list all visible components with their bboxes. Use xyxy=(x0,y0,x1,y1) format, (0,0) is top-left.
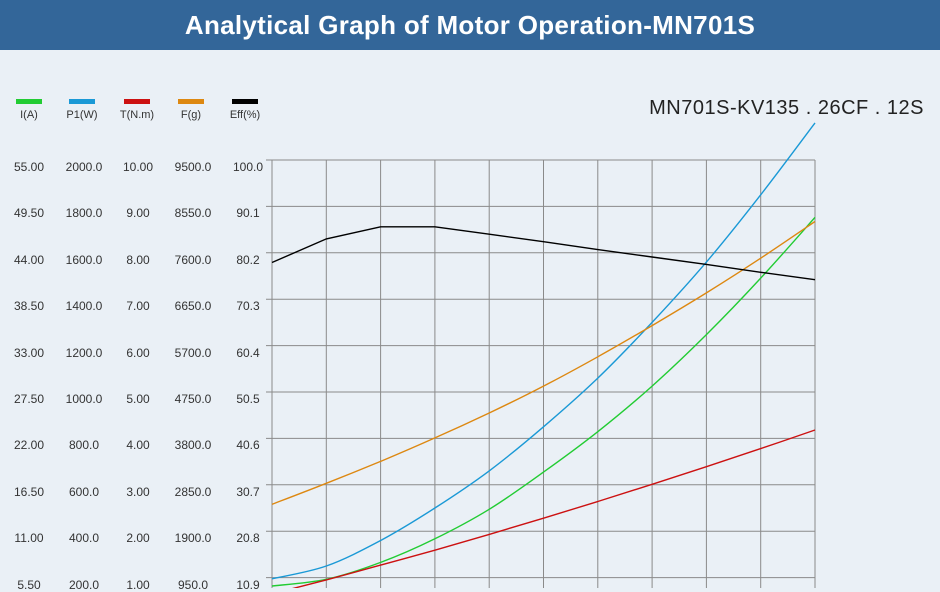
y-tick-eff: 40.6 xyxy=(236,438,260,453)
series-line-thrust xyxy=(271,220,816,505)
y-tick-f: 3800.0 xyxy=(174,438,212,453)
y-tick-p1: 1200.0 xyxy=(65,345,103,360)
legend-swatch-current xyxy=(16,99,42,104)
y-tick-eff: 30.7 xyxy=(236,484,260,499)
y-tick-t: 5.00 xyxy=(126,392,150,406)
y-tick-t: 9.00 xyxy=(126,206,150,221)
y-tick-f: 5700.0 xyxy=(174,345,212,360)
y-tick-t: 2.00 xyxy=(126,531,150,546)
legend-swatch-thrust xyxy=(178,99,204,104)
y-tick-t: 6.00 xyxy=(126,345,150,360)
page-title: Analytical Graph of Motor Operation-MN70… xyxy=(184,9,756,40)
series-line-torque xyxy=(292,429,816,588)
legend-item-efficiency: Eff(%) xyxy=(225,99,265,121)
y-tick-f: 8550.0 xyxy=(174,206,212,221)
y-tick-eff: 70.3 xyxy=(236,299,260,314)
y-tick-f: 9500.0 xyxy=(174,160,212,174)
legend-item-input-power: P1(W) xyxy=(62,99,102,121)
y-tick-i: 38.50 xyxy=(13,299,45,314)
legend-label-current: I(A) xyxy=(20,109,38,121)
series-line-current xyxy=(271,216,816,587)
y-tick-i: 49.50 xyxy=(13,206,45,221)
y-tick-eff: 20.8 xyxy=(236,531,260,546)
y-tick-i: 16.50 xyxy=(13,484,45,499)
legend-label-efficiency: Eff(%) xyxy=(229,109,261,121)
y-tick-i: 11.00 xyxy=(14,531,44,546)
y-tick-eff: 100.0 xyxy=(232,160,264,174)
y-tick-t: 10.00 xyxy=(122,160,154,174)
series-line-efficiency xyxy=(271,226,816,281)
y-tick-p1: 1800.0 xyxy=(65,206,103,221)
y-tick-p1: 1600.0 xyxy=(65,252,103,267)
y-tick-eff: 60.4 xyxy=(236,345,260,360)
y-tick-p1: 400.0 xyxy=(68,531,100,546)
y-tick-i: 27.50 xyxy=(13,392,45,406)
y-tick-i: 55.00 xyxy=(13,160,45,174)
y-tick-f: 1900.0 xyxy=(174,531,212,546)
legend-label-thrust: F(g) xyxy=(180,109,202,121)
y-tick-f: 4750.0 xyxy=(174,392,212,406)
y-tick-f: 7600.0 xyxy=(174,252,212,267)
y-tick-f: 6650.0 xyxy=(174,299,212,314)
legend-item-torque: T(N.m) xyxy=(117,99,157,121)
y-tick-i: 44.00 xyxy=(13,252,45,267)
y-tick-t: 7.00 xyxy=(126,299,150,314)
y-tick-p1: 800.0 xyxy=(68,438,100,453)
legend-swatch-input-power xyxy=(69,99,95,104)
legend-item-current: I(A) xyxy=(9,99,49,121)
y-tick-f: 2850.0 xyxy=(174,484,212,499)
y-tick-eff: 90.1 xyxy=(236,206,260,221)
y-tick-p1: 1400.0 xyxy=(65,299,103,314)
y-tick-i: 33.00 xyxy=(13,345,45,360)
y-tick-eff: 50.5 xyxy=(236,392,260,406)
legend-label-input-power: P1(W) xyxy=(66,109,98,121)
series-line-input-power xyxy=(271,122,816,580)
legend-swatch-torque xyxy=(124,99,150,104)
y-tick-p1: 2000.0 xyxy=(65,160,103,174)
y-tick-t: 4.00 xyxy=(126,438,150,453)
legend-item-thrust: F(g) xyxy=(171,99,211,121)
page-header: Analytical Graph of Motor Operation-MN70… xyxy=(0,0,940,50)
y-tick-t: 3.00 xyxy=(126,484,150,499)
model-label: MN701S-KV135 . 26CF . 12S xyxy=(649,97,924,119)
legend-swatch-efficiency xyxy=(232,99,258,104)
y-tick-i: 22.00 xyxy=(13,438,45,453)
y-tick-t: 8.00 xyxy=(126,252,150,267)
legend-label-torque: T(N.m) xyxy=(119,109,155,121)
y-tick-p1: 600.0 xyxy=(68,484,100,499)
y-tick-p1: 1000.0 xyxy=(65,392,103,406)
y-tick-eff: 80.2 xyxy=(236,252,260,267)
